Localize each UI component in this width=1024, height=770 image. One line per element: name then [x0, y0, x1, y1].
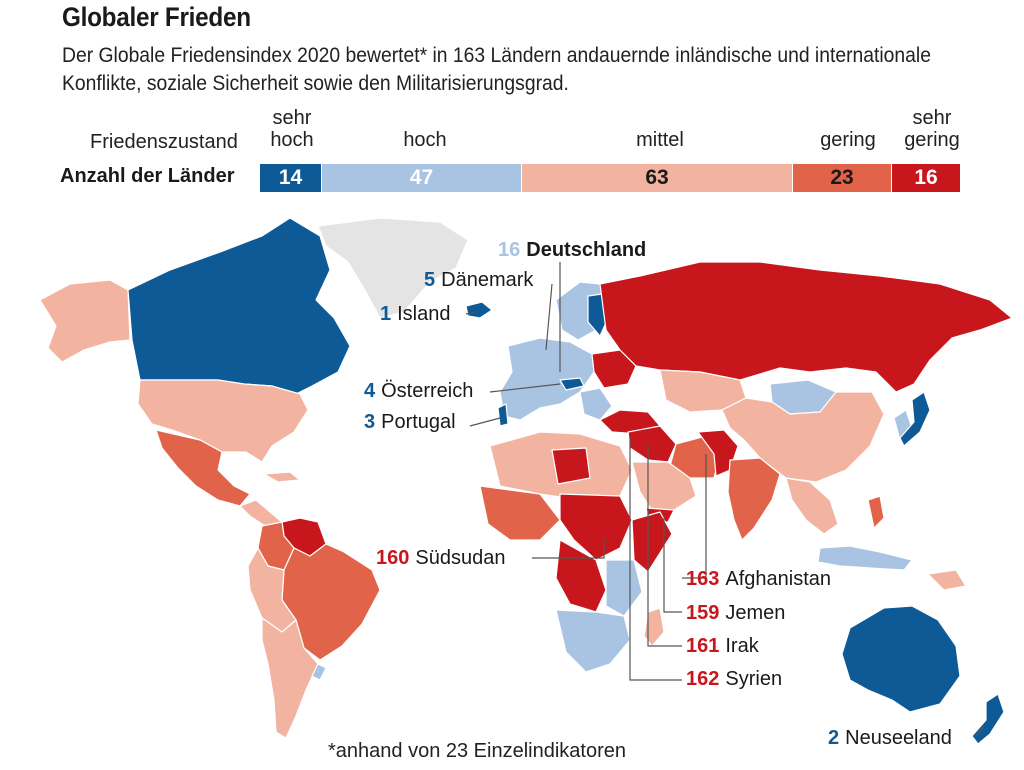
region-usa	[137, 379, 309, 463]
name-irak: Irak	[725, 635, 759, 657]
leader-line-neuseeland	[975, 725, 985, 737]
rank-portugal: 3	[364, 411, 376, 433]
legend-category-mittel: mittel	[610, 129, 710, 151]
rank-syrien: 162	[686, 668, 720, 690]
legend-bar-gering: 23	[793, 164, 891, 192]
legend-bar-hoch: 47	[322, 164, 521, 192]
legend-category-line2: gering	[820, 129, 876, 151]
name-daenemark: Dänemark	[441, 269, 534, 291]
region-india	[727, 457, 781, 541]
region-new-zealand	[971, 693, 1005, 745]
region-west-africa	[479, 485, 561, 541]
region-australia	[841, 605, 961, 713]
legend-category-line2: hoch	[270, 129, 314, 151]
label-portugal: 3 Portugal	[364, 410, 456, 434]
region-indonesia	[817, 545, 913, 571]
region-balkans	[579, 387, 613, 421]
rank-suedsudan: 160	[376, 547, 410, 569]
legend-category-sehr-hoch: sehr hoch	[262, 107, 322, 151]
legend-bar-sehr-gering: 16	[892, 164, 960, 192]
legend-category-sehr-gering: sehr gering	[894, 107, 970, 151]
region-japan	[899, 391, 931, 447]
label-afghanistan: 163 Afghanistan	[686, 567, 831, 591]
region-east-africa	[605, 559, 643, 617]
name-portugal: Portugal	[381, 411, 456, 433]
name-deutschland: Deutschland	[526, 239, 647, 261]
legend-category-line1: sehr	[912, 107, 952, 129]
label-island: 1 Island	[380, 302, 451, 326]
leader-line-jemen	[663, 516, 682, 613]
rank-neuseeland: 2	[828, 727, 840, 749]
label-oesterreich: 4 Österreich	[364, 379, 473, 403]
name-island: Island	[397, 303, 451, 325]
name-neuseeland: Neuseeland	[845, 727, 952, 749]
region-uruguay	[311, 663, 327, 681]
region-sahel	[559, 493, 633, 561]
rank-jemen: 159	[686, 602, 720, 624]
legend-category-line2: hoch	[403, 129, 447, 151]
leader-line-afghanistan	[682, 454, 707, 579]
name-suedsudan: Südsudan	[415, 547, 506, 569]
chart-title: Globaler Frieden	[62, 2, 251, 32]
label-daenemark: 5 Dänemark	[424, 268, 533, 292]
name-jemen: Jemen	[725, 602, 786, 624]
rank-afghanistan: 163	[686, 568, 720, 590]
legend-category-line2: mittel	[636, 129, 684, 151]
rank-oesterreich: 4	[364, 380, 376, 402]
region-greenland	[317, 217, 469, 319]
leader-line-suedsudan	[532, 538, 605, 559]
region-austria	[559, 377, 585, 391]
region-somalia	[631, 511, 673, 573]
label-syrien: 162 Syrien	[686, 667, 782, 691]
region-western-europe	[499, 337, 595, 421]
region-caribbean	[263, 471, 301, 483]
legend-category-gering: gering	[808, 129, 888, 151]
region-mexico	[155, 429, 251, 507]
leader-line-irak	[647, 444, 682, 647]
legend-category-hoch: hoch	[380, 129, 470, 151]
region-canada	[127, 217, 351, 397]
region-philippines	[867, 495, 885, 529]
region-syria-iraq	[627, 425, 677, 463]
leader-line-syrien	[629, 438, 682, 681]
leader-line-island	[465, 311, 477, 315]
region-png	[927, 569, 967, 591]
footnote: *anhand von 23 Einzelindikatoren	[328, 740, 626, 762]
region-portugal	[497, 403, 509, 427]
legend-category-line2: gering	[904, 129, 960, 151]
rank-irak: 161	[686, 635, 720, 657]
leader-line-portugal	[469, 417, 501, 427]
label-irak: 161 Irak	[686, 634, 759, 658]
name-oesterreich: Österreich	[381, 380, 474, 402]
legend-bar-mittel: 63	[522, 164, 792, 192]
rank-deutschland: 16	[498, 239, 521, 261]
label-deutschland: 16 Deutschland	[498, 238, 646, 262]
name-afghanistan: Afghanistan	[725, 568, 832, 590]
rank-daenemark: 5	[424, 269, 436, 291]
name-syrien: Syrien	[725, 668, 783, 690]
legend-category-line1: sehr	[272, 107, 312, 129]
legend-row-label: Friedenszustand	[90, 131, 238, 153]
chart-subtitle: Der Globale Friedensindex 2020 bewertet*…	[62, 44, 931, 95]
label-neuseeland: 2 Neuseeland	[828, 726, 952, 750]
region-madagascar	[643, 607, 665, 647]
legend-bar-sehr-hoch: 14	[260, 164, 321, 192]
region-iceland	[465, 301, 493, 319]
region-libya	[551, 447, 591, 485]
region-argentina-chile	[261, 617, 319, 739]
legend-count-label: Anzahl der Länder	[60, 165, 235, 187]
region-southern-africa	[555, 609, 631, 673]
region-southeast-asia	[785, 477, 839, 535]
label-jemen: 159 Jemen	[686, 601, 785, 625]
leader-line-oesterreich	[489, 383, 561, 393]
region-alaska	[39, 279, 131, 363]
leader-line-daenemark	[545, 283, 553, 351]
rank-island: 1	[380, 303, 392, 325]
label-suedsudan: 160 Südsudan	[376, 546, 505, 570]
